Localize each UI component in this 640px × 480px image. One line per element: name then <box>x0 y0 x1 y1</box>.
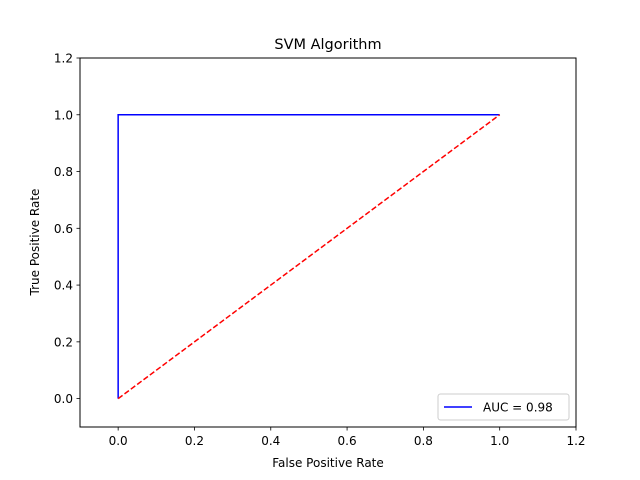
x-tick-label: 1.2 <box>566 434 585 448</box>
x-axis-label: False Positive Rate <box>272 456 384 470</box>
plot-frame <box>79 57 577 428</box>
y-tick-label: 0.0 <box>54 392 73 406</box>
x-tick-label: 0.6 <box>338 434 357 448</box>
x-tick-label: 0.8 <box>414 434 433 448</box>
x-axis: 0.0 0.2 0.4 0.6 0.8 1.0 1.2 <box>109 427 586 448</box>
y-tick-label: 0.4 <box>54 279 73 293</box>
y-tick-label: 0.8 <box>54 165 73 179</box>
y-tick-label: 0.6 <box>54 222 73 236</box>
legend-box <box>437 393 570 421</box>
y-tick-label: 1.2 <box>54 52 73 66</box>
y-tick-label: 1.0 <box>54 108 73 122</box>
legend: AUC = 0.98 <box>437 393 570 421</box>
y-axis-label: True Positive Rate <box>28 189 42 297</box>
legend-label: AUC = 0.98 <box>483 401 553 415</box>
chance-diagonal-line <box>117 114 501 400</box>
chart-title: SVM Algorithm <box>274 37 381 53</box>
y-axis: 0.0 0.2 0.4 0.6 0.8 1.0 1.2 <box>54 52 80 406</box>
x-tick-label: 0.0 <box>109 434 128 448</box>
x-tick-label: 1.0 <box>490 434 509 448</box>
x-tick-label: 0.2 <box>185 434 204 448</box>
roc-curve-line <box>117 114 500 399</box>
series-layer <box>117 114 501 400</box>
x-tick-label: 0.4 <box>261 434 280 448</box>
y-tick-label: 0.2 <box>54 335 73 349</box>
